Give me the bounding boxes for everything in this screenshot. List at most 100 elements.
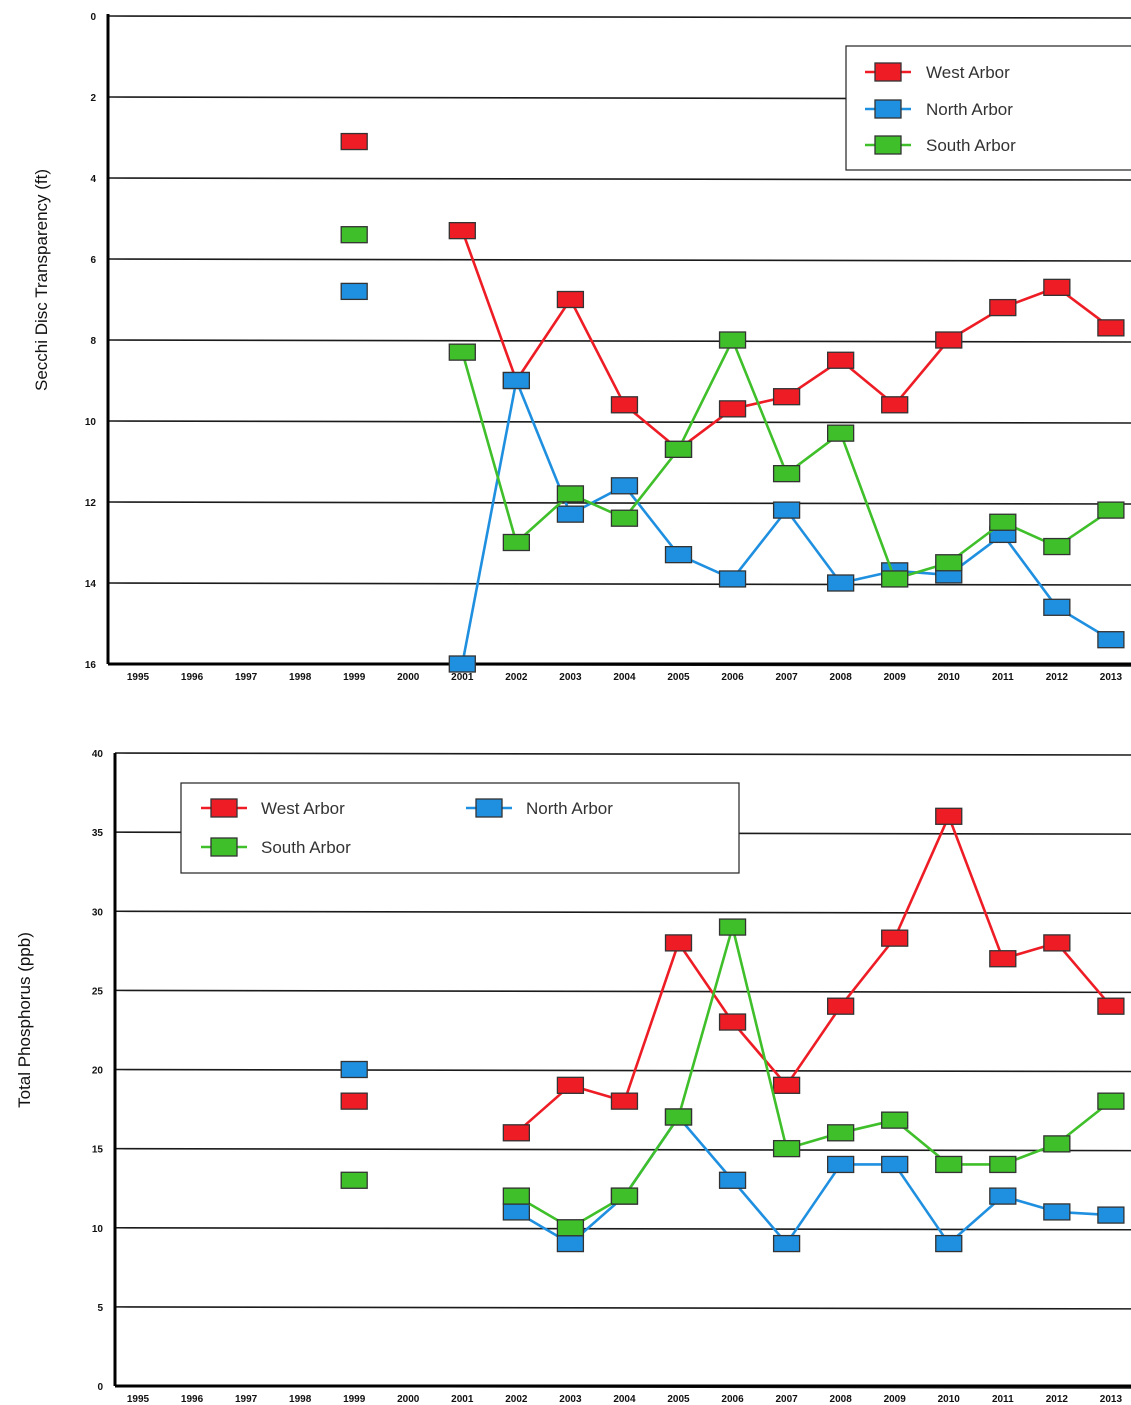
data-point xyxy=(502,533,531,552)
data-point xyxy=(556,485,585,503)
gridline xyxy=(114,989,1131,994)
legend-marker xyxy=(874,135,902,155)
series-segment xyxy=(731,1179,788,1245)
series-segment xyxy=(731,509,788,580)
legend-marker xyxy=(210,798,238,818)
legend-box xyxy=(180,782,740,874)
x-tick-label: 1995 xyxy=(127,1394,150,1405)
data-point xyxy=(935,807,963,825)
data-point xyxy=(718,331,747,349)
y-tick-label: 35 xyxy=(92,828,104,839)
x-tick-label: 2005 xyxy=(667,1394,690,1405)
legend-marker xyxy=(874,62,902,82)
legend-marker xyxy=(874,99,902,119)
data-point xyxy=(502,1124,531,1142)
legend-marker xyxy=(475,798,503,818)
x-tick-label: 2013 xyxy=(1100,1394,1123,1405)
x-tick-label: 2012 xyxy=(1046,672,1069,683)
phosphorus-chart: 0 5 10 15 20 25 30 35 40 1995 1996 1997 1998 1999 200… xyxy=(15,749,1131,1405)
series-segment xyxy=(623,448,680,520)
data-point xyxy=(340,1060,368,1079)
data-point xyxy=(772,1139,801,1158)
data-point xyxy=(448,655,476,673)
data-point xyxy=(935,1155,963,1174)
legend-item-west-arbor: West Arbor xyxy=(865,62,1010,82)
secchi-chart: 0 2 4 6 8 10 12 14 16 1995 1996 1997 1998 1999 2000 20… xyxy=(32,12,1131,683)
data-point xyxy=(827,574,855,592)
series-segment xyxy=(623,1116,680,1197)
x-tick-label: 2010 xyxy=(938,672,961,683)
phosphorus-series xyxy=(340,807,1125,1253)
series-segment xyxy=(569,298,626,406)
data-point xyxy=(772,1076,801,1094)
gridline xyxy=(114,910,1131,915)
y-tick-label: 10 xyxy=(92,1224,104,1235)
x-tick-label: 1995 xyxy=(127,672,150,683)
y-tick-label: 25 xyxy=(92,986,104,997)
legend-label: North Arbor xyxy=(526,799,613,818)
series-segment xyxy=(677,942,734,1023)
series-segment xyxy=(1055,942,1112,1008)
x-tick-label: 2008 xyxy=(830,1394,853,1405)
data-point xyxy=(1043,1135,1071,1153)
x-tick-label: 2009 xyxy=(884,672,907,683)
y-tick-label: 4 xyxy=(90,174,96,185)
series-segment xyxy=(947,815,1005,960)
data-point xyxy=(340,1171,368,1189)
data-point xyxy=(340,1092,368,1110)
data-point xyxy=(1043,934,1071,952)
series-segment xyxy=(731,1021,788,1087)
data-point xyxy=(502,1187,531,1205)
y-tick-label: 10 xyxy=(85,417,97,428)
x-tick-label: 1997 xyxy=(235,672,258,683)
y-tick-label: 14 xyxy=(85,579,97,590)
data-point xyxy=(340,132,368,151)
x-tick-label: 2003 xyxy=(559,672,582,683)
series-segment xyxy=(893,815,950,939)
x-tick-label: 2003 xyxy=(559,1394,582,1405)
x-tick-label: 2007 xyxy=(775,1394,798,1405)
secchi-x-ticks: 1995 1996 1997 1998 1999 2000 2001 2002 2003 2004… xyxy=(127,672,1123,683)
legend-item-west-arbor: West Arbor xyxy=(201,798,345,818)
data-point xyxy=(664,934,693,952)
x-tick-label: 2002 xyxy=(505,672,528,683)
y-tick-label: 0 xyxy=(97,1382,103,1393)
data-point xyxy=(1097,631,1125,649)
data-point xyxy=(340,226,368,244)
data-point xyxy=(556,1234,585,1253)
x-tick-label: 2013 xyxy=(1100,672,1123,683)
data-point xyxy=(935,554,963,572)
gridline xyxy=(107,420,1131,424)
secchi-legend: West Arbor North Arbor South Arbor xyxy=(845,45,1131,171)
phosphorus-y-axis-label: Total Phosphorus (ppb) xyxy=(15,932,34,1108)
legend-item-north-arbor: North Arbor xyxy=(466,798,613,818)
series-segment xyxy=(785,1163,842,1245)
data-point xyxy=(1043,1203,1071,1221)
x-tick-label: 2007 xyxy=(775,672,798,683)
legend-label: West Arbor xyxy=(261,799,345,818)
data-point xyxy=(881,1111,909,1129)
x-tick-label: 2002 xyxy=(505,1394,528,1405)
legend-item-south-arbor: South Arbor xyxy=(865,135,1016,155)
x-tick-label: 2004 xyxy=(613,672,636,683)
series-segment xyxy=(515,298,572,382)
data-point xyxy=(718,918,747,936)
data-point xyxy=(1097,1206,1125,1224)
series-segment xyxy=(839,937,896,1008)
data-point xyxy=(881,570,909,588)
gridline xyxy=(114,1306,1131,1310)
data-point xyxy=(989,513,1017,531)
data-point xyxy=(827,424,855,442)
x-tick-label: 1999 xyxy=(343,672,366,683)
data-point xyxy=(989,1187,1017,1205)
series-segment xyxy=(731,926,788,1149)
series-segment xyxy=(785,1005,842,1087)
x-tick-label: 2008 xyxy=(830,672,853,683)
x-tick-label: 1996 xyxy=(181,1394,204,1405)
legend-marker xyxy=(210,837,238,857)
x-tick-label: 2001 xyxy=(451,1394,474,1405)
data-point xyxy=(989,950,1017,968)
x-tick-label: 2005 xyxy=(667,672,690,683)
series-segment xyxy=(893,339,950,406)
legend-item-south-arbor: South Arbor xyxy=(201,837,351,857)
